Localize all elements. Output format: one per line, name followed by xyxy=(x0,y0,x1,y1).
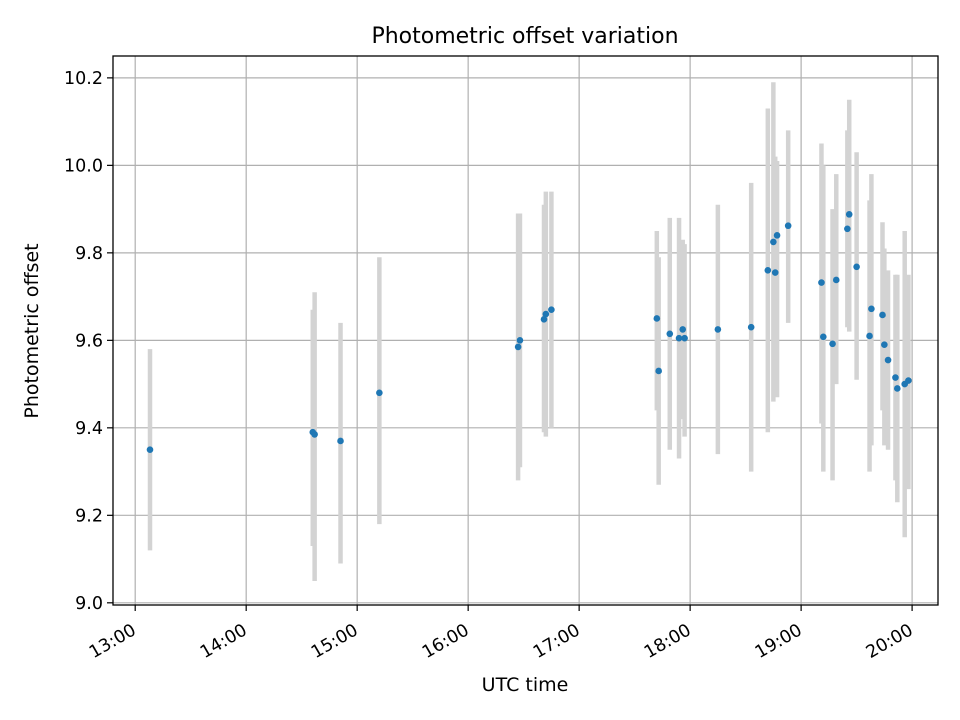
x-axis-label: UTC time xyxy=(482,674,569,696)
data-point xyxy=(653,315,661,322)
data-point xyxy=(884,356,892,364)
data-point xyxy=(892,374,899,381)
data-point xyxy=(879,311,886,319)
data-point xyxy=(868,305,875,313)
plot-frame xyxy=(112,55,939,606)
data-point xyxy=(516,337,524,344)
data-point xyxy=(770,238,777,246)
chart-title: Photometric offset variation xyxy=(371,24,678,49)
data-point xyxy=(311,431,318,438)
data-point xyxy=(679,326,687,333)
data-point xyxy=(829,340,836,348)
data-point xyxy=(681,334,688,342)
data-point xyxy=(675,334,683,342)
y-axis-label: Photometric offset xyxy=(21,243,43,418)
data-point xyxy=(905,377,912,384)
data-point xyxy=(146,446,154,454)
y-tick-label: 9.0 xyxy=(75,594,103,614)
data-point xyxy=(747,323,755,331)
y-tick-label: 10.2 xyxy=(64,69,103,89)
data-point xyxy=(844,225,851,233)
data-point xyxy=(655,367,662,375)
data-point xyxy=(845,211,853,218)
y-tick-label: 10.0 xyxy=(64,156,103,176)
y-tick-label: 9.8 xyxy=(75,244,103,264)
data-points xyxy=(146,211,912,454)
y-tick-label: 9.4 xyxy=(75,419,103,439)
data-point xyxy=(866,332,873,340)
data-point xyxy=(773,232,781,239)
data-point xyxy=(376,389,383,397)
y-axis-ticks: 9.0 9.2 9.4 9.6 9.8 10.0 10.2 xyxy=(64,69,113,614)
data-point xyxy=(764,267,772,274)
data-point xyxy=(337,437,344,445)
y-tick-label: 9.2 xyxy=(75,506,103,526)
data-point xyxy=(881,341,888,349)
data-point xyxy=(540,316,548,323)
data-point xyxy=(818,279,825,286)
data-point xyxy=(820,333,827,341)
grid xyxy=(113,56,938,605)
data-point xyxy=(784,222,792,230)
data-point xyxy=(832,276,840,284)
data-point xyxy=(894,385,901,392)
data-point xyxy=(771,269,779,276)
data-point xyxy=(542,310,550,318)
data-point xyxy=(714,326,722,333)
data-point xyxy=(853,263,860,271)
data-point xyxy=(548,306,555,314)
y-tick-label: 9.6 xyxy=(75,331,103,351)
data-point xyxy=(514,343,522,351)
data-point xyxy=(666,330,674,338)
